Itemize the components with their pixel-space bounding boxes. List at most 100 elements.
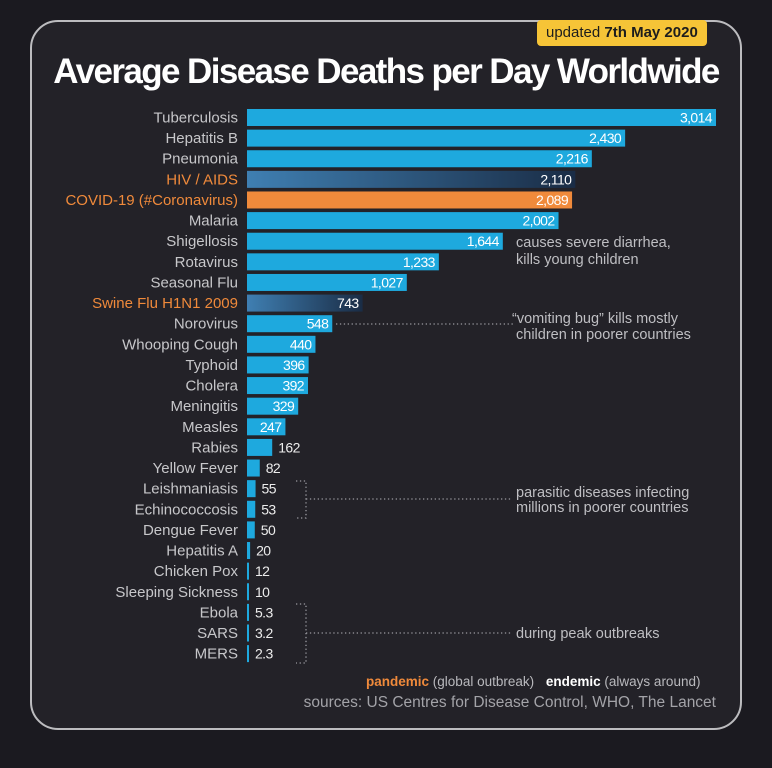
bar-typhoid	[247, 356, 309, 374]
bar-mers	[247, 645, 249, 663]
value-label-sars: 3.2	[255, 625, 273, 641]
value-label-measles: 247	[260, 419, 282, 435]
bar-whooping-cough	[247, 335, 316, 353]
annotation-bracket-outbreaks	[296, 603, 307, 664]
bar-yellow-fever	[247, 459, 260, 477]
value-label-chicken-pox: 12	[255, 563, 270, 579]
category-label-dengue-fever: Dengue Fever	[143, 522, 238, 539]
legend-pandemic: pandemic	[366, 674, 430, 689]
category-label-ebola: Ebola	[200, 604, 239, 621]
value-label-cholera: 392	[282, 378, 304, 394]
value-label-leishmaniasis: 55	[262, 481, 277, 497]
legend-endemic: endemic	[545, 674, 601, 689]
bar-covid-19-coronavirus	[247, 191, 573, 209]
value-label-malaria: 2,002	[522, 213, 555, 229]
annotation-shigellosis-line2: kills young children	[516, 252, 639, 268]
value-label-hiv-aids: 2,110	[540, 171, 572, 187]
annotation-bracket-parasitic	[296, 480, 307, 519]
bar-seasonal-flu	[247, 273, 407, 291]
updated-date: 7th May 2020	[604, 24, 698, 41]
chart-title: Average Disease Deaths per Day Worldwide	[53, 52, 720, 91]
annotations-group: causes severe diarrhea, kills young chil…	[296, 235, 691, 664]
updated-prefix: updated	[546, 24, 601, 41]
category-label-swine-flu-h1n1-2009: Swine Flu H1N1 2009	[92, 295, 238, 312]
category-label-yellow-fever: Yellow Fever	[153, 460, 238, 477]
annotation-parasitic-line1: parasitic diseases infecting	[516, 485, 689, 501]
category-label-hiv-aids: HIV / AIDS	[166, 171, 238, 188]
value-label-seasonal-flu: 1,027	[371, 274, 404, 290]
bar-chicken-pox	[247, 562, 249, 580]
bar-rabies	[247, 438, 273, 456]
value-label-rotavirus: 1,233	[403, 254, 436, 270]
value-label-swine-flu-h1n1-2009: 743	[337, 295, 359, 311]
bars-group	[247, 109, 716, 663]
annotation-shigellosis-line1: causes severe diarrhea,	[516, 235, 671, 251]
category-label-measles: Measles	[182, 419, 238, 436]
value-label-hepatitis-b: 2,430	[589, 130, 622, 146]
category-label-chicken-pox: Chicken Pox	[154, 563, 239, 580]
category-label-norovirus: Norovirus	[174, 316, 238, 333]
category-label-whooping-cough: Whooping Cough	[122, 336, 238, 353]
bar-hepatitis-b	[247, 129, 626, 147]
value-label-ebola: 5.3	[255, 604, 273, 620]
bar-hiv-aids	[247, 170, 576, 188]
value-label-rabies: 162	[278, 439, 300, 455]
bar-shigellosis	[247, 232, 503, 250]
annotation-norovirus-line2: children in poorer countries	[516, 327, 691, 343]
category-label-rotavirus: Rotavirus	[175, 254, 238, 271]
legend: pandemic (global outbreak) endemic (alwa…	[366, 674, 700, 689]
bar-sars	[247, 624, 249, 642]
category-label-seasonal-flu: Seasonal Flu	[150, 274, 238, 291]
bar-malaria	[247, 212, 559, 230]
value-label-shigellosis: 1,644	[467, 233, 500, 249]
legend-pandemic-desc: (global outbreak)	[432, 674, 535, 689]
value-label-echinococcosis: 53	[261, 501, 276, 517]
bar-rotavirus	[247, 253, 439, 271]
value-label-typhoid: 396	[283, 357, 305, 373]
category-label-tuberculosis: Tuberculosis	[154, 110, 238, 127]
bar-leishmaniasis	[247, 480, 256, 498]
bar-meningitis	[247, 397, 299, 415]
value-label-yellow-fever: 82	[266, 460, 281, 476]
annotation-parasitic-line2: millions in poorer countries	[516, 500, 688, 516]
bar-norovirus	[247, 315, 333, 333]
category-label-covid-19-coronavirus: COVID-19 (#Coronavirus)	[65, 192, 238, 209]
value-label-norovirus: 548	[307, 316, 329, 332]
bar-sleeping-sickness	[247, 583, 249, 601]
bar-ebola	[247, 603, 249, 621]
value-label-hepatitis-a: 20	[256, 543, 271, 559]
legend-endemic-desc: (always around)	[604, 674, 701, 689]
value-label-tuberculosis: 3,014	[680, 110, 713, 126]
updated-badge: updated 7th May 2020	[537, 20, 707, 46]
category-label-hepatitis-a: Hepatitis A	[166, 543, 238, 560]
bar-swine-flu-h1n1-2009	[247, 294, 363, 312]
category-label-pneumonia: Pneumonia	[162, 151, 239, 168]
bar-hepatitis-a	[247, 542, 251, 560]
category-label-sars: SARS	[197, 625, 238, 642]
bar-tuberculosis	[247, 109, 716, 126]
category-label-malaria: Malaria	[189, 213, 239, 230]
bar-cholera	[247, 377, 308, 395]
category-label-cholera: Cholera	[185, 378, 238, 395]
category-label-rabies: Rabies	[191, 439, 238, 456]
bar-dengue-fever	[247, 521, 255, 539]
value-label-mers: 2.3	[255, 646, 273, 662]
annotation-outbreaks: during peak outbreaks	[516, 626, 660, 642]
category-label-leishmaniasis: Leishmaniasis	[143, 481, 238, 498]
value-label-whooping-cough: 440	[290, 336, 312, 352]
bar-pneumonia	[247, 150, 592, 168]
value-label-meningitis: 329	[273, 398, 295, 414]
annotation-norovirus-line1: “vomiting bug” kills mostly	[512, 311, 679, 327]
bar-measles	[247, 418, 286, 436]
sources-text: sources: US Centres for Disease Control,…	[303, 694, 716, 711]
category-labels: Tuberculosis Hepatitis B Pneumonia HIV / AI…	[65, 110, 238, 663]
category-label-shigellosis: Shigellosis	[166, 233, 238, 250]
value-label-pneumonia: 2,216	[556, 151, 589, 167]
bar-echinococcosis	[247, 500, 256, 518]
value-label-sleeping-sickness: 10	[255, 584, 270, 600]
category-label-sleeping-sickness: Sleeping Sickness	[115, 584, 238, 601]
category-label-meningitis: Meningitis	[170, 398, 238, 415]
category-label-typhoid: Typhoid	[185, 357, 238, 374]
